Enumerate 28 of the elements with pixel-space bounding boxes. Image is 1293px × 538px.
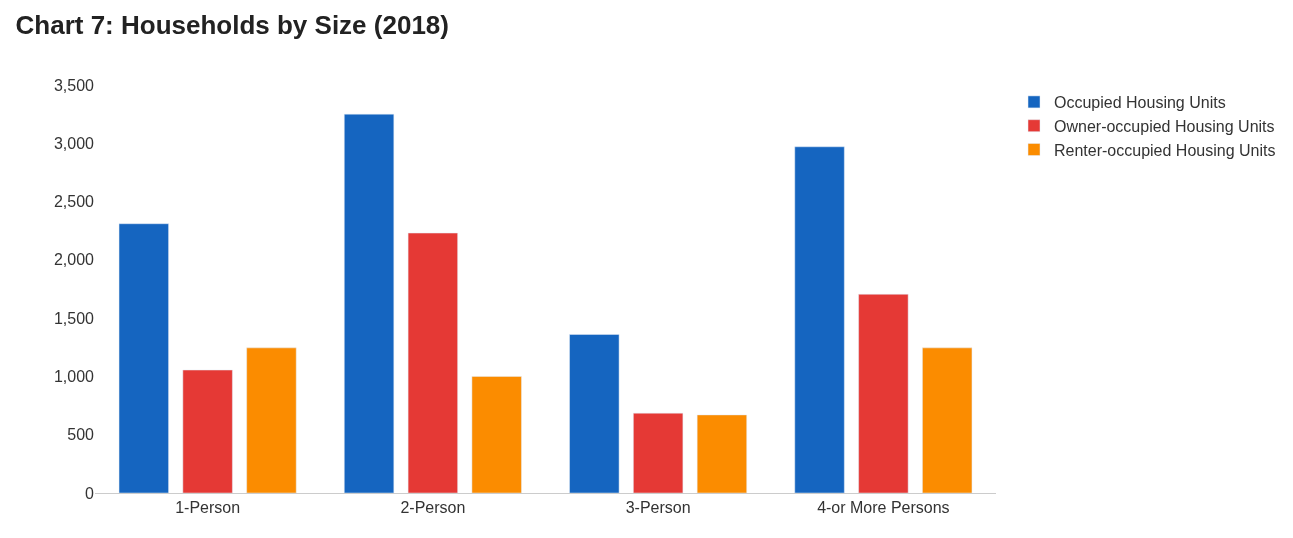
bar [922, 347, 973, 493]
bar [344, 113, 395, 493]
bar [246, 347, 297, 493]
y-tick-label: 500 [67, 426, 95, 444]
bar [696, 414, 747, 493]
bar [471, 376, 522, 493]
y-tick-label: 3,000 [53, 134, 95, 152]
y-tick-label: 3,500 [53, 76, 95, 94]
chart-title: Chart 7: Households by Size (2018) [15, 10, 449, 41]
bar [118, 223, 169, 493]
y-tick-label: 2,000 [53, 251, 95, 269]
bar [633, 412, 684, 493]
bar [569, 334, 620, 493]
bar [858, 294, 909, 493]
bar [182, 369, 233, 493]
bar [407, 232, 458, 493]
y-tick-label: 1,000 [53, 368, 95, 386]
y-tick-label: 1,500 [53, 309, 95, 327]
x-tick-label: 3-Person [625, 499, 691, 517]
legend-label: Occupied Housing Units [1054, 94, 1226, 112]
y-tick-label: 0 [85, 484, 95, 502]
y-tick-label: 2,500 [53, 193, 95, 211]
bar [794, 146, 845, 493]
x-tick-label: 4-or More Persons [817, 499, 950, 517]
legend-label: Renter-occupied Housing Units [1054, 141, 1276, 159]
x-tick-label: 2-Person [400, 499, 466, 517]
legend-label: Owner-occupied Housing Units [1054, 117, 1275, 135]
x-tick-label: 1-Person [175, 499, 241, 517]
